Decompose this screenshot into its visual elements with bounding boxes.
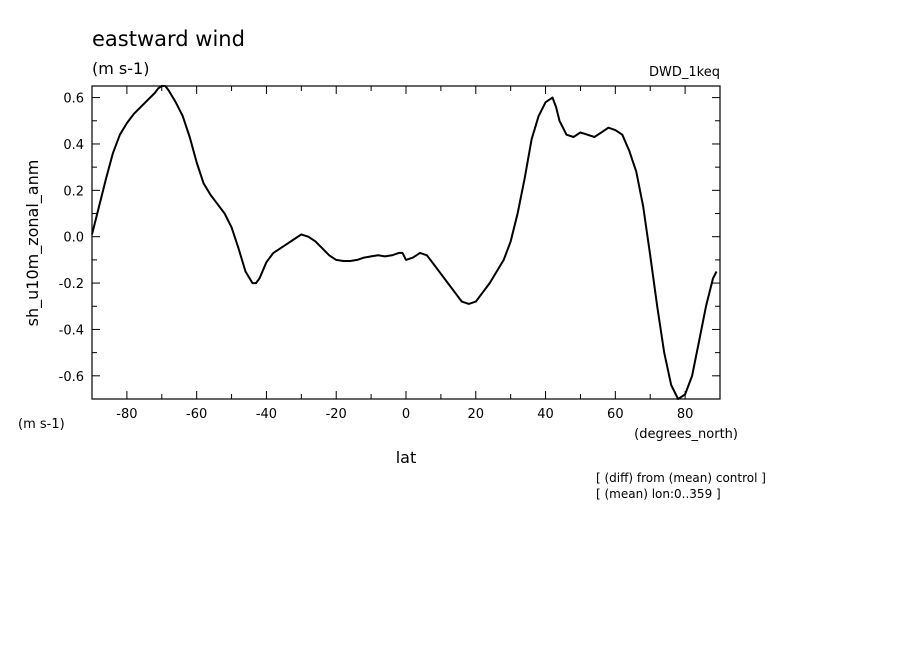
- y-axis-label: sh_u10m_zonal_anm: [23, 160, 43, 327]
- x-tick-label: -80: [116, 407, 137, 422]
- x-tick-label: 60: [607, 407, 624, 422]
- plot-frame: [91, 85, 721, 400]
- x-tick-label: -20: [326, 407, 347, 422]
- x-tick-label: 0: [402, 407, 410, 422]
- x-tick-label: -40: [256, 407, 277, 422]
- x-axis-label: lat: [396, 448, 417, 467]
- series-line: [91, 85, 718, 400]
- dataset-label: DWD_1keq: [649, 65, 720, 80]
- y-tick-label: 0.6: [63, 92, 84, 107]
- x-tick-label: 40: [537, 407, 554, 422]
- x-axis-units: (degrees_north): [634, 427, 738, 442]
- y-tick-label: -0.2: [59, 277, 84, 292]
- chart-subtitle: (m s-1): [92, 59, 149, 78]
- x-tick-label: 80: [677, 407, 694, 422]
- y-tick-label: 0.2: [63, 184, 84, 199]
- note-line-2: [ (mean) lon:0..359 ]: [596, 487, 721, 501]
- note-line-1: [ (diff) from (mean) control ]: [596, 471, 766, 485]
- y-tick-label: 0.0: [63, 231, 84, 246]
- y-tick-label: -0.4: [59, 323, 84, 338]
- x-tick-label: -60: [186, 407, 207, 422]
- x-tick-label: 20: [468, 407, 485, 422]
- y-tick-label: 0.4: [63, 138, 84, 153]
- y-axis-units: (m s-1): [18, 417, 65, 432]
- y-tick-label: -0.6: [59, 370, 84, 385]
- chart-title: eastward wind: [92, 27, 245, 51]
